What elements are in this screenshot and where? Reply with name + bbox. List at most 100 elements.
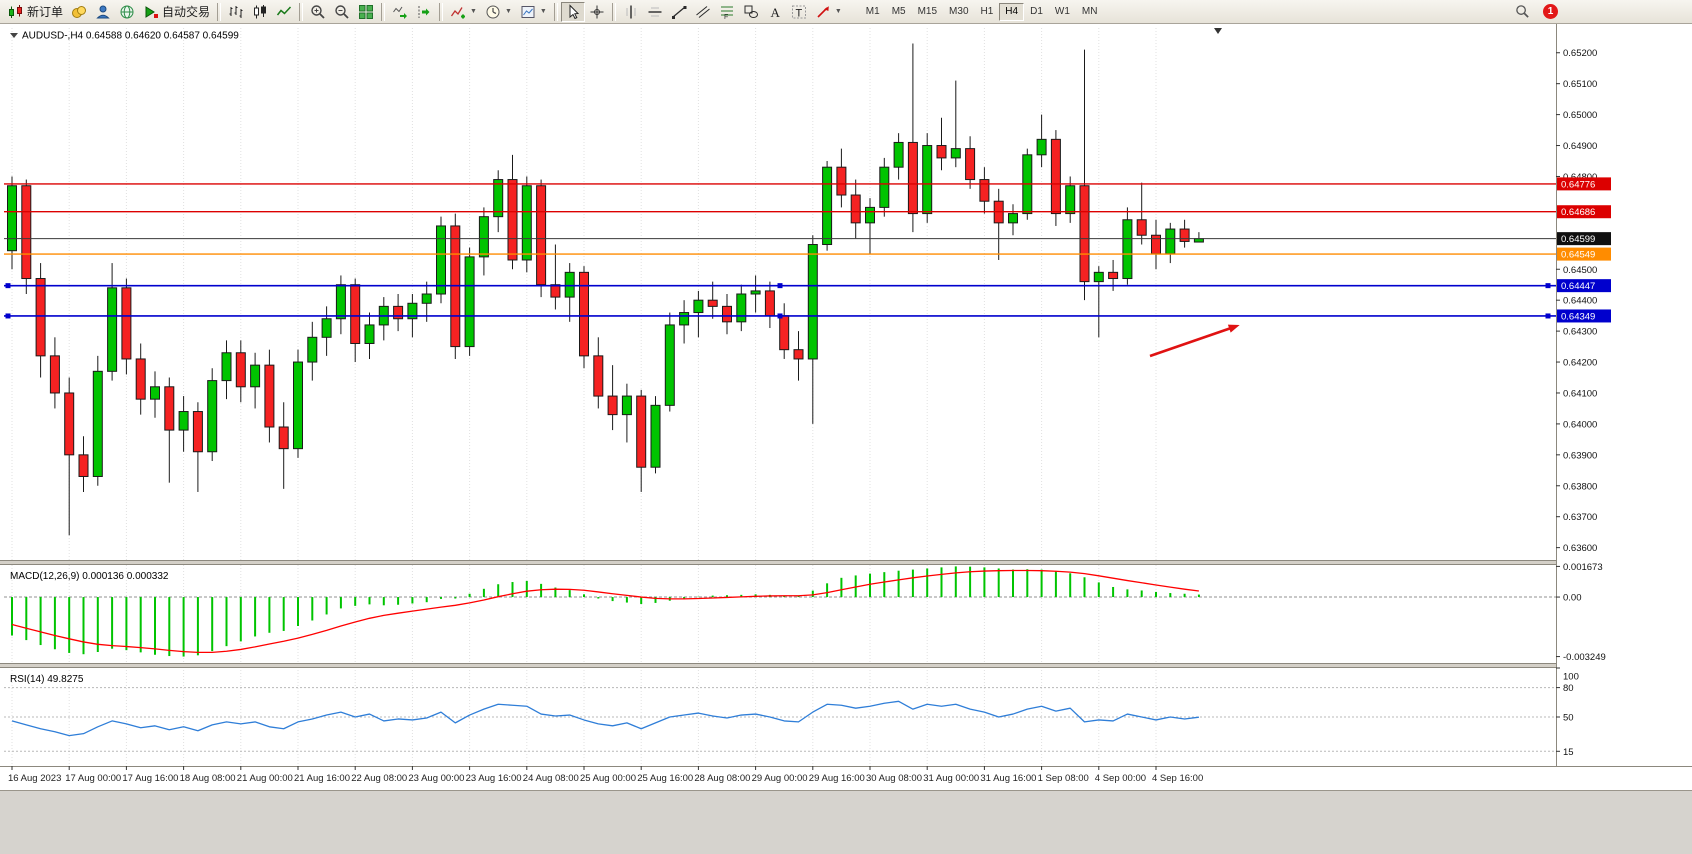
candlestick-chart-icon[interactable] [248, 2, 272, 22]
tile-windows-icon[interactable] [354, 2, 378, 22]
candle-body [507, 179, 518, 261]
mql-community-icon[interactable] [67, 2, 91, 22]
zoom-in-icon[interactable] [306, 2, 330, 22]
autotrading-button-label: 自动交易 [162, 4, 211, 19]
candle-body [650, 404, 661, 468]
line-handle[interactable] [1545, 313, 1551, 319]
horizontal-line-0.64447[interactable] [4, 283, 1556, 289]
clock-glyph [486, 5, 500, 18]
candle-body [1108, 271, 1119, 280]
cursor-glyph [569, 3, 579, 19]
templates-icon[interactable]: ▼ [516, 2, 551, 22]
candle-body [793, 349, 804, 360]
bar-chart-icon[interactable] [224, 2, 248, 22]
candle-body [936, 145, 947, 159]
fibonacci-icon[interactable]: F [715, 2, 739, 22]
candle-body [893, 141, 904, 168]
candle-body [293, 361, 303, 450]
market-icon[interactable] [115, 2, 139, 22]
candle-body [150, 386, 160, 400]
vertical-line-icon[interactable] [619, 2, 643, 22]
price-tick-label: 0.64500 [1563, 265, 1597, 276]
play-glyph [145, 5, 159, 18]
line-chart-icon[interactable] [272, 2, 296, 22]
tile-glyph [359, 4, 374, 19]
text-icon[interactable]: A [763, 2, 787, 22]
cursor-icon[interactable] [560, 1, 585, 22]
toolbar-buttons: 新订单 自动交易 ▼ ▼ ▼ F A T ▼ [4, 0, 846, 23]
fibo-glyph: F [720, 6, 733, 20]
line-handle[interactable] [777, 283, 783, 289]
line-handle[interactable] [5, 283, 11, 289]
label-icon[interactable]: T [787, 2, 811, 22]
line-handle[interactable] [5, 313, 11, 319]
timeframe-button-mn[interactable]: MN [1081, 6, 1098, 17]
time-axis-label: 31 Aug 00:00 [923, 773, 979, 784]
time-axis: 16 Aug 2023 17 Aug 00:00 17 Aug 16:00 18 Au… [0, 766, 1692, 784]
candle-body [1165, 228, 1176, 255]
candle-body [850, 194, 861, 224]
time-axis-label: 16 Aug 2023 [8, 773, 61, 784]
rsi-tick-label: 100 [1563, 672, 1579, 683]
channel-icon[interactable] [691, 2, 715, 22]
candle-body [764, 290, 775, 317]
macd-panel [4, 566, 1556, 657]
candle-body [636, 395, 647, 468]
person-glyph [96, 5, 110, 18]
arrows-icon[interactable]: ▼ [811, 2, 846, 22]
autotrading-button[interactable]: 自动交易 [139, 2, 214, 22]
time-axis-label: 1 Sep 08:00 [1038, 773, 1089, 784]
candle-body [192, 411, 203, 453]
timeframe-button-m1[interactable]: M1 [865, 6, 880, 17]
periods-icon[interactable]: ▼ [481, 2, 516, 22]
timeframe-group: M1 M5 M15 M30 H1 H4 D1 W1 MN [860, 2, 1104, 21]
timeframe-button-h4[interactable]: H4 [999, 2, 1025, 21]
toolbar-separator [299, 2, 304, 21]
quick-trade-collapse-icon[interactable] [10, 33, 18, 38]
line-handle[interactable] [1545, 283, 1551, 289]
candle-body [1093, 271, 1104, 283]
panel-separator[interactable] [0, 663, 1692, 668]
auto-scroll-icon[interactable] [388, 2, 412, 22]
time-axis-label: 23 Aug 16:00 [466, 773, 522, 784]
candle-body [979, 179, 990, 202]
toolbar-separator [439, 2, 444, 21]
notification-badge[interactable]: 1 [1543, 4, 1558, 19]
time-axis-label: 30 Aug 08:00 [866, 773, 922, 784]
trendline-glyph [671, 5, 687, 19]
timeframe-button-m15[interactable]: M15 [917, 6, 938, 17]
candle-body [836, 166, 847, 196]
horizontal-line-icon[interactable] [643, 2, 667, 22]
trend-arrow-annotation[interactable] [1149, 324, 1240, 358]
timeframe-button-m5[interactable]: M5 [891, 6, 906, 17]
indicators-icon[interactable]: ▼ [446, 2, 481, 22]
crosshair-icon[interactable] [585, 2, 609, 22]
candle-body [92, 370, 103, 477]
horizontal-line-0.64349[interactable] [4, 313, 1556, 319]
chart-shift-marker[interactable] [1214, 28, 1222, 34]
panel-separator[interactable] [0, 560, 1692, 565]
price-tick-label: 0.64900 [1563, 141, 1597, 152]
search-icon[interactable] [1510, 2, 1534, 22]
timeframe-button-w1[interactable]: W1 [1054, 6, 1070, 17]
trendline-icon[interactable] [667, 2, 691, 22]
price-tick-label: 0.65200 [1563, 48, 1597, 59]
line-handle[interactable] [777, 313, 783, 319]
candle-body [7, 185, 17, 252]
candle-body [1036, 138, 1047, 156]
candle-body [1050, 138, 1061, 215]
chart-shift-icon[interactable] [412, 2, 436, 22]
new-order-button[interactable]: 新订单 [4, 2, 67, 22]
timeframe-button-h1[interactable]: H1 [980, 6, 994, 17]
timeframe-button-m30[interactable]: M30 [949, 6, 969, 17]
zoom-out-icon[interactable] [330, 2, 354, 22]
textA-glyph: A [770, 5, 780, 20]
user-profile-icon[interactable] [91, 2, 115, 22]
time-axis-label: 29 Aug 00:00 [752, 773, 808, 784]
price-tick-label: 0.64000 [1563, 419, 1597, 430]
chart-canvas[interactable]: 0.652000.651000.650000.649000.648000.645… [0, 24, 1692, 790]
zoomout-glyph [335, 4, 349, 19]
timeframe-button-d1[interactable]: D1 [1030, 6, 1043, 17]
shapes-icon[interactable] [739, 2, 763, 22]
price-tick-label: 0.63800 [1563, 481, 1597, 492]
